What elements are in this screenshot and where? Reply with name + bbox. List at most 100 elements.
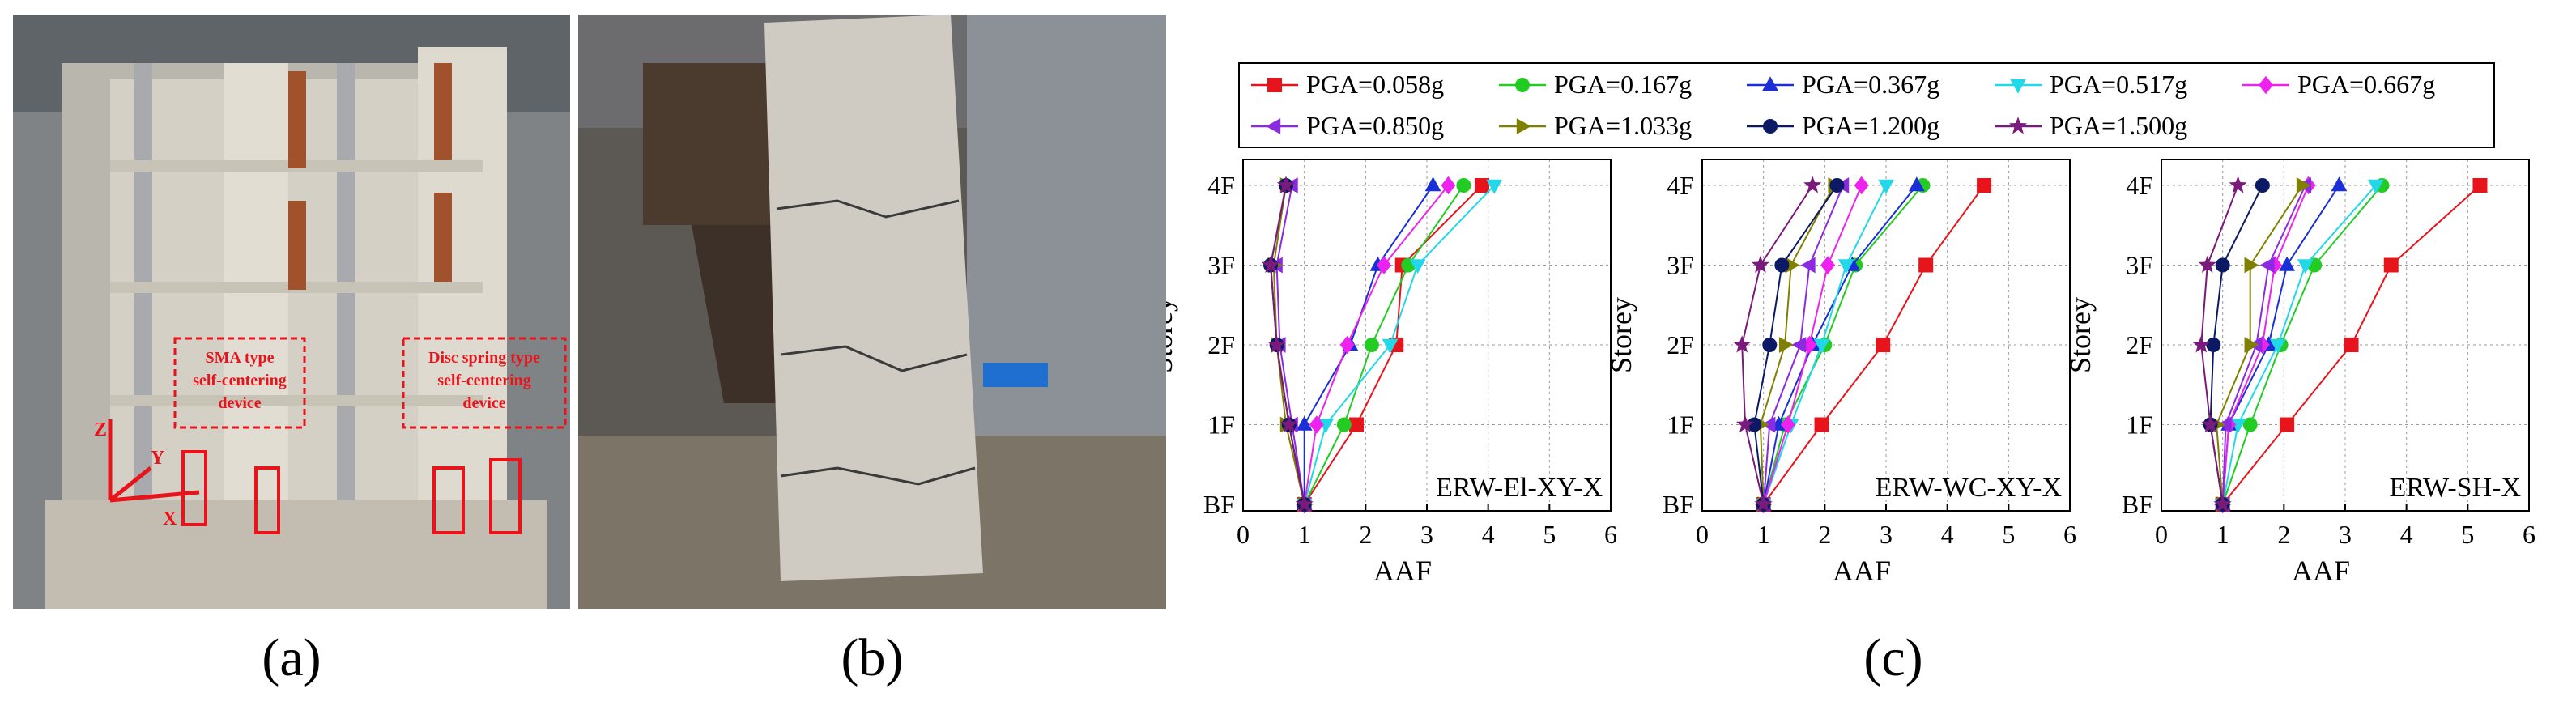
x-axis-label: AAF [1833, 555, 1891, 587]
photo-b-crack [776, 199, 960, 219]
data-point [1364, 338, 1379, 352]
y-tick-label: 3F [1207, 251, 1235, 280]
photo-a-foundation [45, 500, 547, 609]
photo-a-y-axis-arrow [109, 466, 152, 502]
data-point [2331, 176, 2348, 192]
x-tick-label: 2 [1818, 520, 1831, 549]
y-tick-label: 3F [1667, 251, 1694, 280]
photo-b-crack [780, 345, 968, 372]
x-axis-label: AAF [1373, 555, 1432, 587]
x-tick-label: 3 [2339, 520, 2352, 549]
chart-legend: PGA=0.058g PGA=0.167g PGA=0.367g PGA=0.517g… [1251, 70, 2435, 140]
legend-marker [2010, 79, 2026, 94]
panel-label: ERW-WC-XY-X [1876, 473, 2062, 503]
data-point [1336, 417, 1352, 432]
photo-a-x-axis-arrow [109, 490, 200, 503]
data-point [1800, 257, 1816, 274]
photo-b-damaged-column [578, 15, 1166, 609]
data-point [1309, 415, 1324, 434]
x-tick-label: 5 [1543, 520, 1556, 549]
aaf-chart-svg: PGA=0.058g PGA=0.167g PGA=0.367g PGA=0.517g… [1146, 62, 2536, 587]
caption-c: (c) [1863, 628, 1923, 687]
y-axis-label: Storey [1605, 297, 1637, 373]
data-point [1382, 338, 1399, 354]
data-point [2383, 257, 2399, 273]
data-point [2259, 257, 2275, 274]
sma-label-line2: self-centering [193, 372, 287, 389]
y-tick-label: 4F [1207, 171, 1235, 200]
data-point [1791, 337, 1807, 353]
data-point [1908, 176, 1925, 192]
x-tick-label: 1 [2216, 520, 2229, 549]
x-tick-label: 5 [2461, 520, 2474, 549]
photo-a-test-structure: SMA type self-centering device Disc spri… [13, 15, 570, 609]
data-point [1820, 256, 1836, 274]
data-point [1424, 176, 1441, 192]
y-tick-label: 2F [1207, 330, 1235, 359]
legend-label: PGA=1.500g [2050, 111, 2187, 140]
photo-a-highlight-box [432, 466, 465, 534]
x-tick-label: 1 [1757, 520, 1770, 549]
data-point [1276, 176, 1296, 193]
chart-legend-box [1238, 62, 2495, 148]
data-point [1747, 417, 1762, 432]
data-point [2297, 259, 2314, 274]
photo-a-copper-damper [288, 71, 306, 168]
data-point [1486, 179, 1503, 194]
photo-a-copper-damper [434, 63, 452, 160]
data-point [1441, 176, 1456, 195]
caption-b: (b) [841, 628, 904, 687]
photo-a-floor-slab [110, 395, 483, 406]
data-point [1754, 495, 1773, 512]
legend-label: PGA=0.167g [1554, 70, 1692, 99]
photo-a-copper-damper [434, 193, 452, 282]
data-point [1803, 176, 1822, 193]
y-axis-label: Storey [1166, 297, 1178, 373]
data-point [1409, 259, 1426, 274]
legend-label: PGA=0.667g [2297, 70, 2435, 99]
data-point [1813, 338, 1830, 354]
photo-a-illustration: SMA type self-centering device Disc spri… [13, 15, 570, 609]
data-point [2279, 256, 2296, 271]
legend-marker [1763, 119, 1778, 134]
data-point [1261, 255, 1280, 273]
legend-label: PGA=1.033g [1554, 111, 1692, 140]
sma-label-line3: device [218, 394, 261, 412]
x-tick-label: 6 [2523, 520, 2536, 549]
data-point [1475, 178, 1490, 193]
legend-label: PGA=1.200g [1802, 111, 1939, 140]
data-point [2296, 177, 2311, 193]
aaf-charts-panel: PGA=0.058g PGA=0.167g PGA=0.367g PGA=0.517g… [1146, 0, 2576, 706]
y-axis-label: Storey [2064, 297, 2097, 373]
data-point [2242, 417, 2258, 432]
data-point [2244, 257, 2259, 274]
photo-a-sma-label-box [173, 337, 306, 429]
legend-label: PGA=0.367g [1802, 70, 1939, 99]
x-tick-label: 1 [1298, 520, 1311, 549]
legend-label: PGA=0.850g [1306, 111, 1444, 140]
data-point [2244, 337, 2259, 353]
data-point [2229, 176, 2247, 193]
data-point [2213, 495, 2232, 512]
y-tick-label: 1F [2126, 410, 2153, 440]
data-point [1780, 415, 1795, 434]
y-tick-label: 2F [1667, 330, 1694, 359]
data-point [1854, 176, 1869, 195]
y-tick-label: BF [2122, 490, 2153, 519]
data-point [2192, 335, 2211, 353]
y-tick-label: 1F [1667, 410, 1694, 440]
x-tick-label: 4 [1482, 520, 1495, 549]
data-point [1774, 257, 1790, 273]
data-point [1829, 178, 1845, 193]
legend-marker [1516, 118, 1531, 134]
panel-label: ERW-SH-X [2390, 473, 2521, 503]
data-point [1377, 256, 1392, 274]
legend-marker [1267, 78, 1282, 92]
panel-label: ERW-El-XY-X [1436, 473, 1603, 503]
legend-marker [1762, 76, 1778, 91]
data-point [1735, 415, 1755, 432]
photo-a-highlight-box [254, 466, 280, 534]
x-tick-label: 2 [1359, 520, 1372, 549]
x-tick-label: 3 [1420, 520, 1433, 549]
data-point [2344, 338, 2359, 352]
